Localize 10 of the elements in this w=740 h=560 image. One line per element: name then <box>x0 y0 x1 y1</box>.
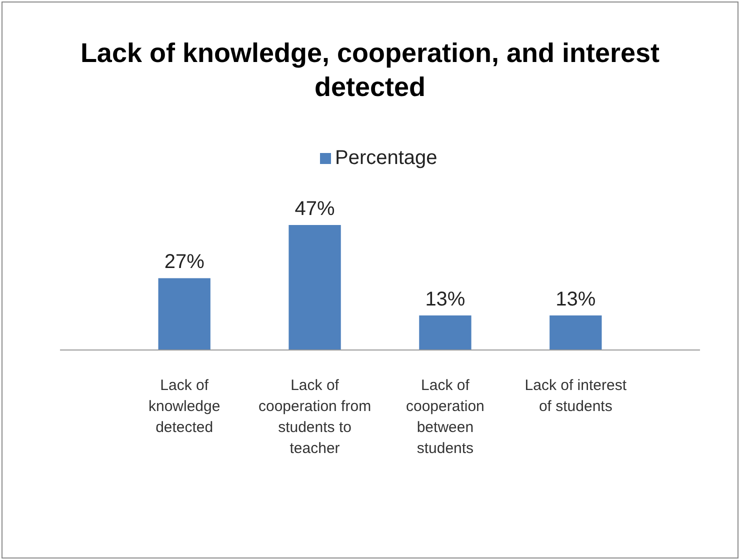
data-label: 13% <box>556 288 596 310</box>
legend-label: Percentage <box>335 147 438 169</box>
x-tick-label: Lack of cooperation between students <box>406 377 484 457</box>
data-label: 13% <box>425 288 466 310</box>
x-tick-label: Lack of knowledge detected <box>148 377 220 436</box>
data-label: 47% <box>294 198 336 220</box>
chart-title: Lack of knowledge, cooperation, and interest detected <box>80 38 660 102</box>
x-tick-label: Lack of cooperation from students to teacher <box>258 377 372 457</box>
data-label: 27% <box>164 251 205 274</box>
x-tick-label: Lack of interest of students <box>524 377 628 415</box>
